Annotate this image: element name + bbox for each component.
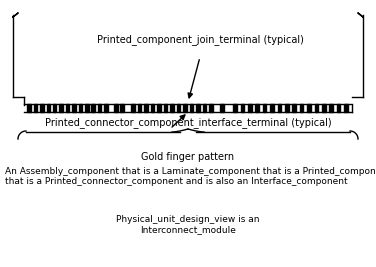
Bar	[120, 104, 124, 112]
Bar	[177, 104, 180, 112]
Bar	[241, 104, 244, 112]
Bar	[98, 104, 102, 112]
Bar	[270, 104, 274, 112]
Bar	[59, 104, 63, 112]
Bar	[53, 104, 56, 112]
Bar	[233, 104, 237, 112]
Bar	[329, 104, 333, 112]
Bar	[114, 104, 118, 112]
Text: Gold finger pattern: Gold finger pattern	[141, 152, 235, 162]
Bar	[277, 104, 281, 112]
Bar	[300, 104, 303, 112]
Bar	[72, 104, 76, 112]
Bar	[209, 104, 213, 112]
Bar	[315, 104, 318, 112]
Bar	[27, 104, 31, 112]
Bar	[183, 104, 187, 112]
Bar	[196, 104, 200, 112]
Bar	[293, 104, 296, 112]
Bar	[307, 104, 311, 112]
Bar	[79, 104, 82, 112]
Bar	[157, 104, 161, 112]
Bar	[85, 104, 88, 112]
Bar	[344, 104, 348, 112]
Bar	[47, 104, 50, 112]
Bar	[144, 104, 148, 112]
Bar	[164, 104, 167, 112]
Bar	[203, 104, 206, 112]
Bar	[131, 104, 135, 112]
Bar	[337, 104, 340, 112]
Bar	[322, 104, 326, 112]
Bar	[91, 104, 95, 112]
Bar	[34, 104, 37, 112]
Bar	[104, 104, 108, 112]
Bar	[40, 104, 44, 112]
Bar	[220, 104, 224, 112]
Bar	[138, 104, 141, 112]
Bar	[285, 104, 288, 112]
Bar	[263, 104, 266, 112]
Text: Physical_unit_design_view is an
Interconnect_module: Physical_unit_design_view is an Intercon…	[116, 215, 260, 234]
Bar	[66, 104, 69, 112]
Bar	[255, 104, 259, 112]
Text: Printed_connector_component_interface_terminal (typical): Printed_connector_component_interface_te…	[45, 117, 331, 128]
Bar	[170, 104, 174, 112]
Text: Printed_component_join_terminal (typical): Printed_component_join_terminal (typical…	[97, 34, 303, 45]
Text: An Assembly_component that is a Laminate_component that is a Printed_component
t: An Assembly_component that is a Laminate…	[5, 167, 376, 186]
Bar	[248, 104, 252, 112]
Bar	[190, 104, 193, 112]
Bar	[151, 104, 154, 112]
